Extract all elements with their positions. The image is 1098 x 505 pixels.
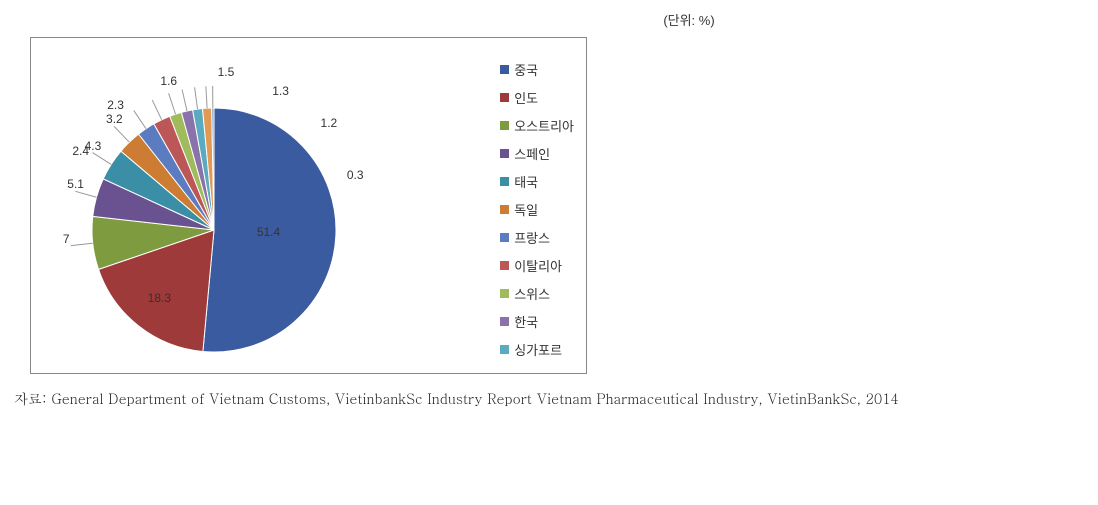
- legend-swatch: [500, 289, 509, 298]
- pie-data-label: 2.4: [72, 144, 89, 158]
- legend-label: 중국: [514, 60, 538, 79]
- legend-swatch: [500, 177, 509, 186]
- legend-label: 오스트리아: [514, 116, 574, 135]
- pie-data-label: 3.2: [106, 112, 123, 126]
- pie-data-label: 51.4: [257, 225, 280, 239]
- legend-item: 이탈리아: [500, 256, 574, 275]
- pie-data-label: 5.1: [67, 177, 84, 191]
- legend-item: 오스트리아: [500, 116, 574, 135]
- unit-label: (단위: %): [290, 10, 1088, 29]
- chart-legend: 중국인도오스트리아스페인태국독일프랑스이탈리아스위스한국싱가포르: [500, 60, 574, 368]
- legend-label: 태국: [514, 172, 538, 191]
- legend-label: 한국: [514, 312, 538, 331]
- legend-label: 스페인: [514, 144, 550, 163]
- legend-item: 스위스: [500, 284, 574, 303]
- legend-item: 싱가포르: [500, 340, 574, 359]
- pie-data-label: 1.5: [218, 65, 235, 79]
- legend-label: 스위스: [514, 284, 550, 303]
- pie-chart-container: 51.418.375.14.33.22.42.31.61.51.31.20.3 …: [30, 37, 587, 374]
- pie-chart: 51.418.375.14.33.22.42.31.61.51.31.20.3: [31, 38, 381, 373]
- legend-item: 프랑스: [500, 228, 574, 247]
- legend-swatch: [500, 121, 509, 130]
- legend-swatch: [500, 65, 509, 74]
- legend-item: 태국: [500, 172, 574, 191]
- pie-data-label: 0.3: [347, 168, 364, 182]
- legend-item: 인도: [500, 88, 574, 107]
- pie-data-label: 1.6: [160, 74, 177, 88]
- legend-label: 프랑스: [514, 228, 550, 247]
- pie-data-label: 2.3: [107, 98, 124, 112]
- legend-label: 독일: [514, 200, 538, 219]
- legend-swatch: [500, 317, 509, 326]
- legend-swatch: [500, 345, 509, 354]
- pie-data-label: 1.3: [272, 84, 289, 98]
- legend-swatch: [500, 205, 509, 214]
- legend-swatch: [500, 261, 509, 270]
- pie-data-label: 7: [63, 232, 70, 246]
- legend-label: 이탈리아: [514, 256, 562, 275]
- legend-item: 스페인: [500, 144, 574, 163]
- pie-data-label: 18.3: [148, 291, 171, 305]
- pie-data-label: 1.2: [321, 116, 338, 130]
- legend-label: 싱가포르: [514, 340, 562, 359]
- legend-label: 인도: [514, 88, 538, 107]
- source-citation: 자료: General Department of Vietnam Custom…: [14, 388, 1088, 408]
- legend-swatch: [500, 93, 509, 102]
- legend-item: 중국: [500, 60, 574, 79]
- pie-svg: [31, 38, 381, 373]
- legend-swatch: [500, 233, 509, 242]
- legend-swatch: [500, 149, 509, 158]
- legend-item: 독일: [500, 200, 574, 219]
- legend-item: 한국: [500, 312, 574, 331]
